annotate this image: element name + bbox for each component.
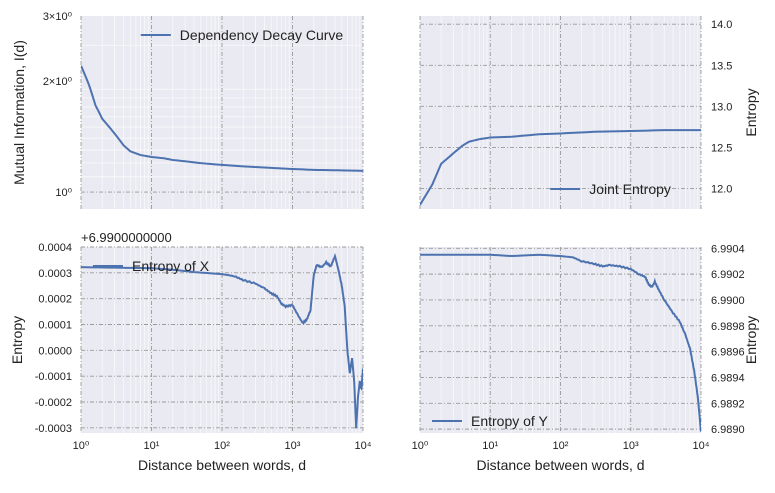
x-tick-label: 10¹ [144,440,160,452]
minor-grid [101,247,361,433]
legend-label: Dependency Decay Curve [180,27,344,43]
y-tick-label: -0.0002 [35,397,72,409]
y-tick-label: 13.0 [711,101,732,113]
minor-grid [81,16,363,209]
panel-top-right: 12.0 12.5 13.0 13.5 14.0 Entropy Joint Entropy [419,16,759,209]
x-tick-label: 10² [553,440,569,452]
x-axis-label: Distance between words, d [476,457,644,473]
x-tick-label: 10⁴ [355,440,372,452]
major-grid [419,16,702,209]
y-tick-label: 0.0001 [38,320,72,332]
minor-grid [440,247,699,433]
legend-label: Joint Entropy [589,181,671,197]
y-tick-label: 6.9900 [711,295,745,307]
y-tick-label: 6.9892 [711,398,745,410]
panel-bottom-left: -0.0003 -0.0002 -0.0001 0.0000 0.0001 0.0002 0… [9,230,372,473]
x-tick-label: 10² [214,440,230,452]
series-line [420,253,701,432]
y-tick-label: 6.9902 [711,269,745,281]
y-tick-label: -0.0003 [35,423,72,435]
x-tick-label: 10³ [285,440,301,452]
major-grid [80,246,364,433]
y-tick-label: 14.0 [711,19,732,31]
legend-label: Entropy of X [132,258,210,274]
series-line [420,129,701,206]
y-tick-label: 12.5 [711,142,732,154]
y-tick-label: 13.5 [711,60,732,72]
y-tick-label: 6.9898 [711,321,745,333]
legend-label: Entropy of Y [471,413,548,429]
y-axis-label: Entropy [743,316,759,364]
x-tick-label: 10⁰ [412,440,429,452]
series-line [81,65,363,172]
y-tick-label: 6.9894 [711,372,745,384]
minor-grid [440,16,699,209]
legend: Entropy of Y [432,413,548,429]
y-tick-label: 12.0 [711,183,732,195]
y-tick-label: 6.9904 [711,243,745,255]
x-tick-label: 10³ [623,440,639,452]
y-tick-label: 6.9896 [711,347,745,359]
major-grid [80,16,364,209]
legend: Dependency Decay Curve [140,27,344,43]
y-tick-label: 0.0003 [38,268,72,280]
series-line [81,252,363,429]
legend: Joint Entropy [550,181,671,197]
y-tick-label: 10⁰ [55,187,72,199]
y-tick-label: 0.0002 [38,294,72,306]
legend: Entropy of X [93,258,210,274]
y-tick-label: 3×10⁰ [43,11,73,23]
x-tick-label: 10¹ [482,440,498,452]
y-tick-label: -0.0001 [35,371,72,383]
x-tick-label: 10⁴ [693,440,710,452]
y-axis-label: Entropy [743,88,759,136]
x-axis-label: Distance between words, d [138,457,306,473]
major-grid [419,247,702,433]
y-tick-label: 0.0004 [38,242,72,254]
offset-text: +6.9900000000 [81,230,172,245]
y-axis-label: Entropy [9,316,25,364]
y-axis-label: Mutual Information, I(d) [11,40,27,185]
y-tick-label: 0.0000 [38,345,72,357]
panel-top-left: 10⁰ 2×10⁰ 3×10⁰ Mutual Information, I(d) Dep… [11,11,364,209]
y-tick-label: 6.9890 [711,424,745,436]
y-tick-label: 2×10⁰ [43,76,73,88]
panel-bottom-right: 6.9890 6.9892 6.9894 6.9896 6.9898 6.9900 6.99… [412,243,759,473]
x-tick-label: 10⁰ [73,440,90,452]
